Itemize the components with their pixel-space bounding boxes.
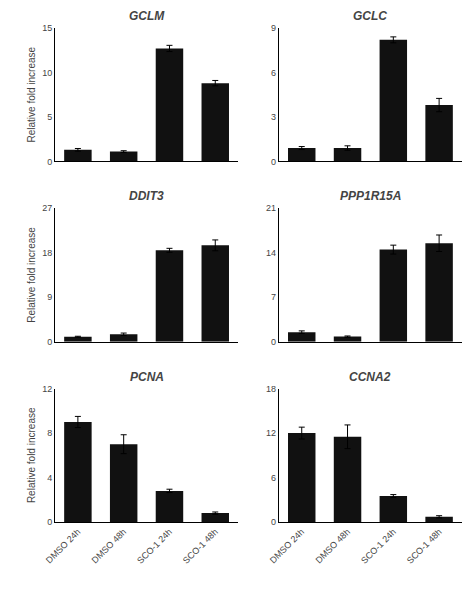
svg-text:8: 8 [47, 428, 52, 438]
svg-text:Relative fold increase: Relative fold increase [26, 46, 37, 142]
svg-text:SCO-1 24h: SCO-1 24h [135, 527, 174, 566]
svg-text:DMSO 24h: DMSO 24h [268, 527, 307, 566]
svg-text:0: 0 [271, 517, 276, 527]
svg-text:12: 12 [42, 384, 52, 394]
svg-text:PPP1R15A: PPP1R15A [340, 189, 401, 203]
svg-text:DMSO 48h: DMSO 48h [314, 527, 353, 566]
svg-text:0: 0 [47, 517, 52, 527]
svg-text:14: 14 [266, 248, 276, 258]
svg-text:4: 4 [47, 473, 52, 483]
svg-text:SCO-1 24h: SCO-1 24h [359, 527, 398, 566]
svg-text:DMSO 48h: DMSO 48h [90, 527, 129, 566]
svg-text:SCO-1 48h: SCO-1 48h [181, 527, 220, 566]
svg-text:9: 9 [47, 292, 52, 302]
svg-text:0: 0 [47, 337, 52, 347]
svg-text:DDIT3: DDIT3 [129, 189, 164, 203]
svg-text:7: 7 [271, 292, 276, 302]
svg-text:DMSO 24h: DMSO 24h [44, 527, 83, 566]
svg-text:GCLC: GCLC [353, 9, 387, 23]
svg-text:GCLM: GCLM [129, 9, 165, 23]
svg-text:6: 6 [271, 68, 276, 78]
svg-text:0: 0 [271, 157, 276, 167]
svg-text:6: 6 [271, 473, 276, 483]
svg-text:15: 15 [42, 23, 52, 33]
svg-text:18: 18 [266, 384, 276, 394]
svg-text:0: 0 [271, 337, 276, 347]
svg-text:18: 18 [42, 248, 52, 258]
svg-text:9: 9 [271, 23, 276, 33]
svg-text:0: 0 [47, 157, 52, 167]
svg-text:CCNA2: CCNA2 [349, 370, 391, 384]
svg-text:21: 21 [266, 203, 276, 213]
svg-text:27: 27 [42, 203, 52, 213]
svg-text:10: 10 [42, 68, 52, 78]
svg-text:12: 12 [266, 428, 276, 438]
svg-text:5: 5 [47, 112, 52, 122]
svg-text:Relative fold increase: Relative fold increase [26, 407, 37, 503]
svg-text:PCNA: PCNA [130, 370, 164, 384]
svg-text:SCO-1 48h: SCO-1 48h [405, 527, 444, 566]
svg-text:Relative fold increase: Relative fold increase [26, 227, 37, 323]
svg-text:3: 3 [271, 112, 276, 122]
